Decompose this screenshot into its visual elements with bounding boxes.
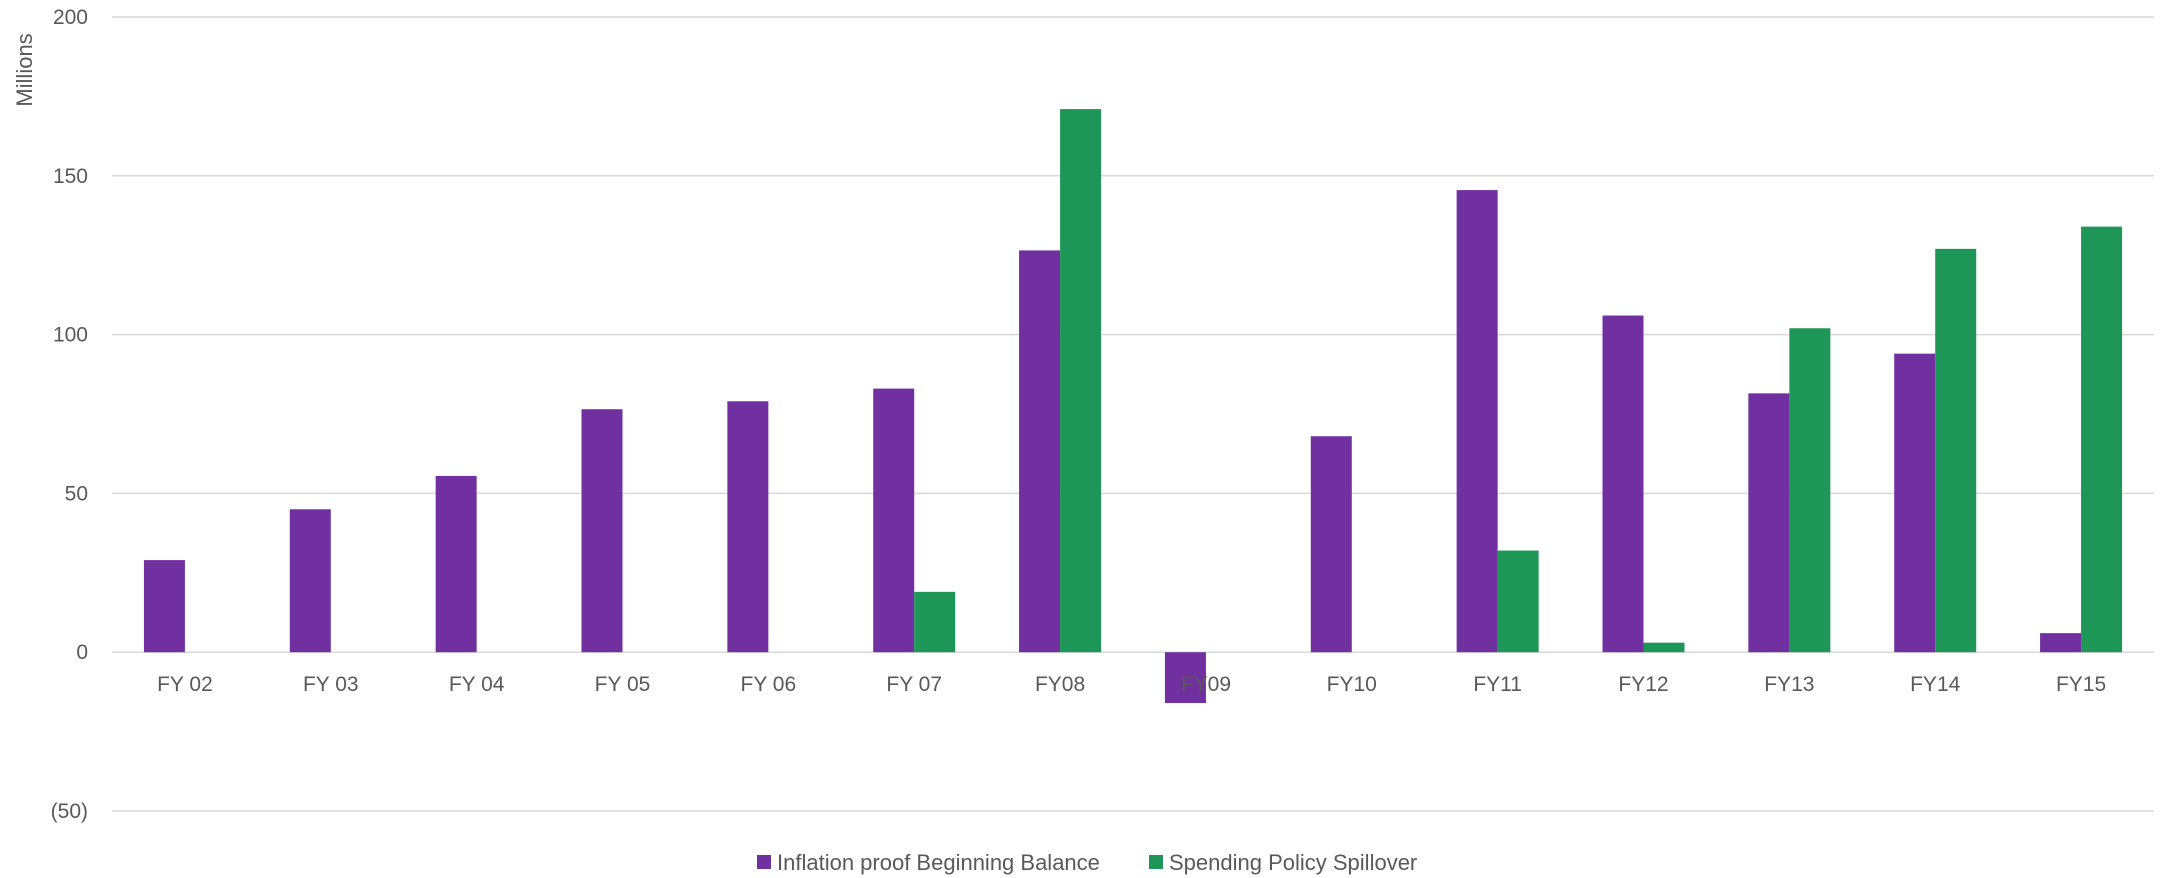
y-tick-label: 0 — [76, 641, 88, 664]
x-tick-label: FY10 — [1327, 673, 1377, 696]
x-tick-label: FY 02 — [157, 673, 213, 696]
x-tick-label: FY 07 — [886, 673, 942, 696]
bar-inflation-proof — [1456, 190, 1498, 653]
legend: Inflation proof Beginning Balance Spendin… — [757, 850, 1417, 875]
bar-inflation-proof — [1894, 353, 1936, 653]
bar-spending-spillover — [1935, 248, 1977, 653]
bar-inflation-proof — [1602, 315, 1644, 653]
bar-inflation-proof — [435, 475, 477, 653]
x-tick-label: FY 03 — [303, 673, 359, 696]
y-axis-ticks: 200 150 100 50 0 (50) — [51, 6, 88, 823]
gridlines — [112, 16, 2154, 812]
bar-spending-spillover — [2081, 226, 2123, 653]
bar-inflation-proof — [143, 560, 185, 653]
x-tick-label: FY09 — [1181, 673, 1231, 696]
y-tick-label: (50) — [51, 800, 88, 823]
x-tick-label: FY12 — [1618, 673, 1668, 696]
x-tick-label: FY 04 — [449, 673, 505, 696]
legend-swatch — [1149, 855, 1163, 869]
bar-inflation-proof — [1748, 393, 1790, 653]
x-tick-label: FY13 — [1764, 673, 1814, 696]
bar-inflation-proof — [581, 409, 623, 653]
bar-spending-spillover — [1497, 550, 1539, 653]
x-tick-label: FY15 — [2056, 673, 2106, 696]
bar-inflation-proof — [1164, 652, 1206, 704]
x-tick-label: FY11 — [1473, 673, 1522, 696]
x-tick-label: FY 06 — [741, 673, 797, 696]
x-tick-label: FY14 — [1910, 673, 1961, 696]
legend-label: Spending Policy Spillover — [1169, 850, 1417, 875]
bar-spending-spillover — [1789, 328, 1831, 653]
y-tick-label: 50 — [65, 482, 88, 505]
y-tick-label: 100 — [53, 324, 88, 347]
legend-swatch — [757, 855, 771, 869]
bar-inflation-proof — [727, 401, 769, 653]
x-tick-label: FY08 — [1035, 673, 1085, 696]
x-tick-label: FY 05 — [595, 673, 651, 696]
x-axis-ticks: FY 02 FY 03 FY 04 FY 05 FY 06 FY 07 FY08 FY09 FY… — [157, 673, 2106, 696]
bar-inflation-proof — [1019, 250, 1061, 653]
bar-spending-spillover — [1643, 642, 1685, 653]
bar-spending-spillover — [914, 591, 956, 653]
bar-inflation-proof — [873, 388, 915, 653]
bar-inflation-proof — [1310, 436, 1352, 653]
legend-label: Inflation proof Beginning Balance — [777, 850, 1100, 875]
y-tick-label: 200 — [53, 6, 88, 29]
bar-spending-spillover — [1060, 109, 1102, 653]
bars — [143, 109, 2123, 704]
bar-inflation-proof — [2040, 633, 2082, 653]
y-axis-label: Millions — [12, 33, 37, 106]
y-tick-label: 150 — [53, 165, 88, 188]
bar-inflation-proof — [289, 509, 331, 653]
